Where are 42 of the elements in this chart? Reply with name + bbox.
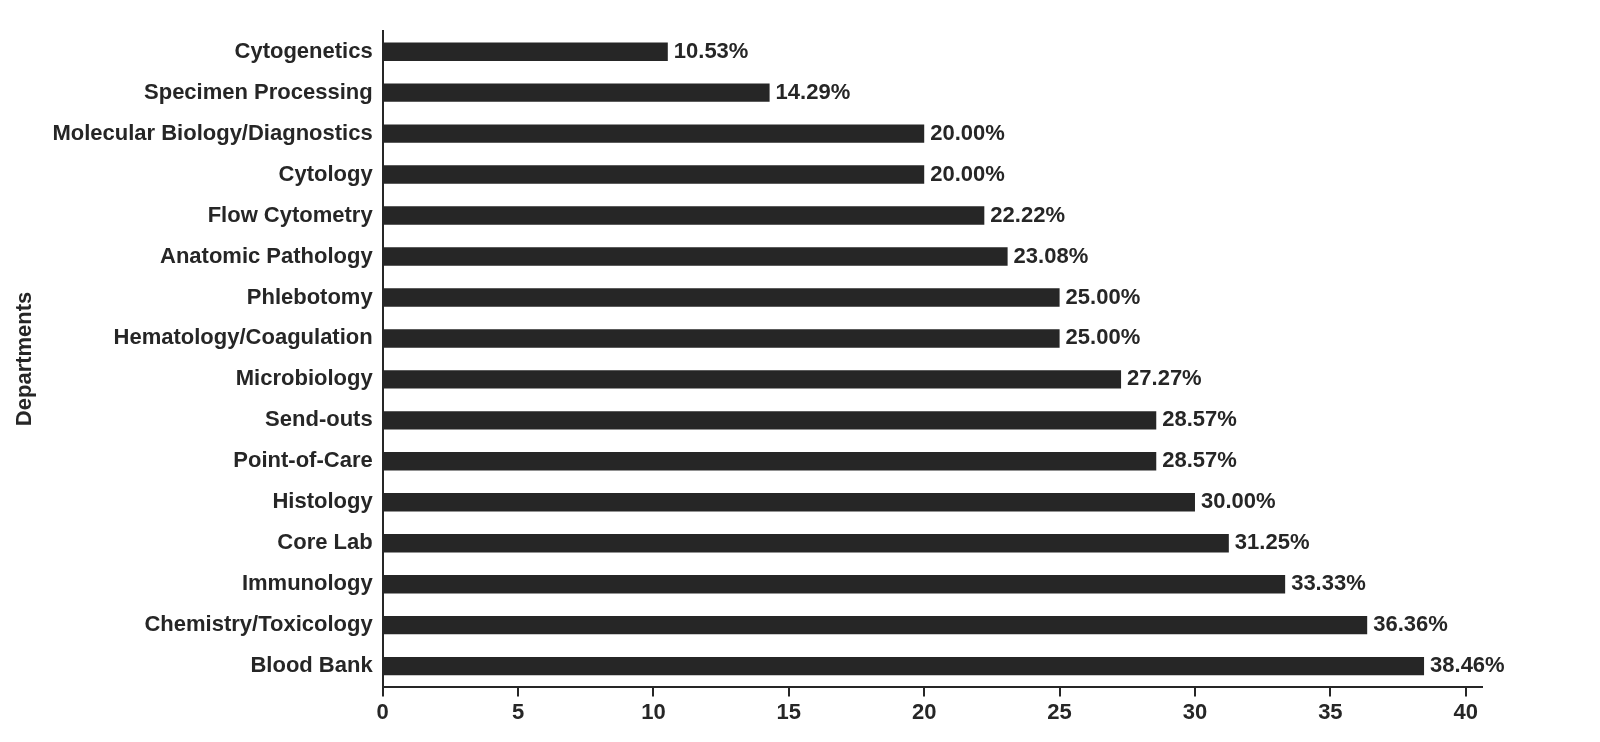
x-tick-label: 0: [376, 698, 389, 724]
data-label: 38.46%: [1430, 652, 1505, 678]
data-label: 25.00%: [1065, 283, 1141, 309]
x-tick-label: 35: [1318, 698, 1343, 724]
data-label: 33.33%: [1291, 570, 1366, 596]
data-label: 23.08%: [1013, 242, 1089, 268]
y-tick-label: Cytology: [278, 160, 374, 186]
y-tick-label: Anatomic Pathology: [159, 242, 374, 268]
x-tick-label: 40: [1453, 698, 1478, 724]
y-tick-label: Specimen Processing: [144, 78, 373, 104]
data-label: 28.57%: [1162, 406, 1237, 432]
y-tick-label: Send-outs: [265, 406, 373, 432]
y-tick-label: Molecular Biology/Diagnostics: [52, 119, 373, 145]
data-label: 20.00%: [930, 119, 1005, 145]
data-label: 25.00%: [1065, 324, 1141, 350]
x-tick-label: 5: [511, 698, 525, 724]
y-tick-label: Flow Cytometry: [207, 201, 374, 227]
y-tick-label: Histology: [272, 488, 374, 514]
data-label: 14.29%: [775, 78, 851, 104]
x-tick-label: 10: [641, 698, 666, 724]
y-tick-label: Core Lab: [277, 529, 373, 555]
y-axis-title: Departments: [11, 291, 37, 427]
y-tick-label: Point-of-Care: [233, 447, 373, 473]
x-tick-label: 30: [1182, 698, 1208, 724]
x-tick-label: 15: [776, 698, 802, 724]
x-tick-label: 25: [1047, 698, 1072, 724]
data-label: 30.00%: [1200, 488, 1276, 514]
data-label: 27.27%: [1127, 365, 1202, 391]
data-label: 36.36%: [1373, 611, 1448, 637]
y-tick-label: Hematology/Coagulation: [113, 324, 373, 350]
y-tick-label: Microbiology: [235, 365, 374, 391]
data-label: 20.00%: [930, 160, 1005, 186]
data-label: 28.57%: [1162, 447, 1237, 473]
y-tick-label: Cytogenetics: [234, 37, 373, 63]
y-tick-label: Phlebotomy: [246, 283, 374, 309]
x-tick-label: 20: [911, 698, 937, 724]
y-tick-label: Blood Bank: [250, 652, 374, 678]
y-tick-label: Immunology: [241, 570, 374, 596]
data-label: 22.22%: [990, 201, 1065, 227]
data-label: 10.53%: [673, 37, 749, 63]
y-tick-label: Chemistry/Toxicology: [144, 611, 374, 637]
data-label: 31.25%: [1234, 529, 1310, 555]
